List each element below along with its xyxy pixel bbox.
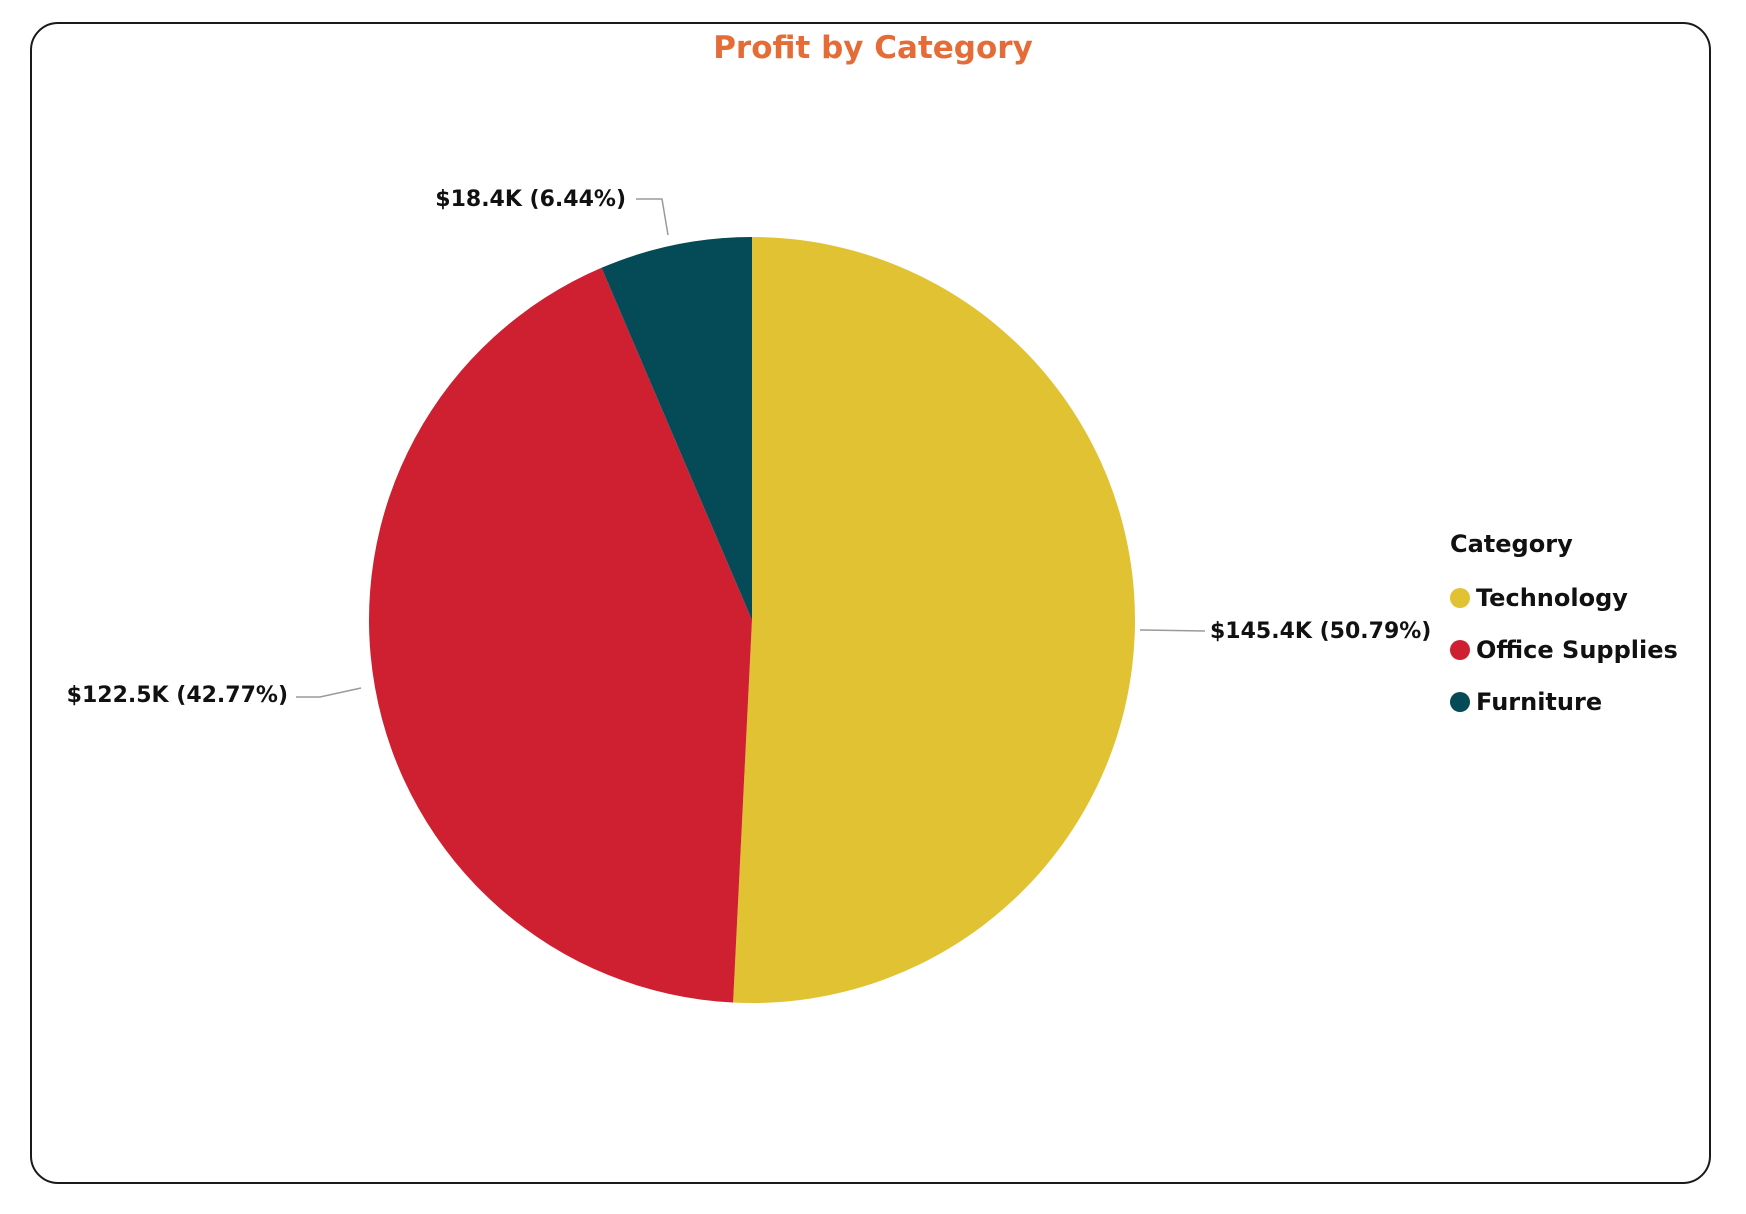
legend-item-furniture[interactable]: Furniture (1450, 676, 1678, 728)
legend-dot-furniture (1450, 692, 1470, 712)
data-label-technology: $145.4K (50.79%) (1210, 619, 1431, 644)
legend-dot-office-supplies (1450, 640, 1470, 660)
pie-slice-technology[interactable] (733, 237, 1136, 1004)
legend-label: Office Supplies (1476, 636, 1678, 664)
legend-item-office-supplies[interactable]: Office Supplies (1450, 624, 1678, 676)
chart-title: Profit by Category (713, 30, 1033, 66)
legend: Category Technology Office Supplies Furn… (1450, 530, 1678, 728)
legend-dot-technology (1450, 588, 1470, 608)
leader-line-technology (1139, 629, 1206, 632)
data-label-furniture: $18.4K (6.44%) (435, 187, 626, 212)
leader-line-office-supplies (296, 687, 362, 698)
pie-slice-office-supplies[interactable] (369, 267, 752, 1003)
legend-item-technology[interactable]: Technology (1450, 572, 1678, 624)
legend-title: Category (1450, 530, 1573, 558)
legend-label: Technology (1476, 584, 1628, 612)
leader-line-furniture (636, 198, 669, 236)
pie-slice-furniture[interactable] (601, 237, 752, 620)
legend-label: Furniture (1476, 688, 1603, 716)
data-label-office-supplies: $122.5K (42.77%) (67, 683, 288, 708)
